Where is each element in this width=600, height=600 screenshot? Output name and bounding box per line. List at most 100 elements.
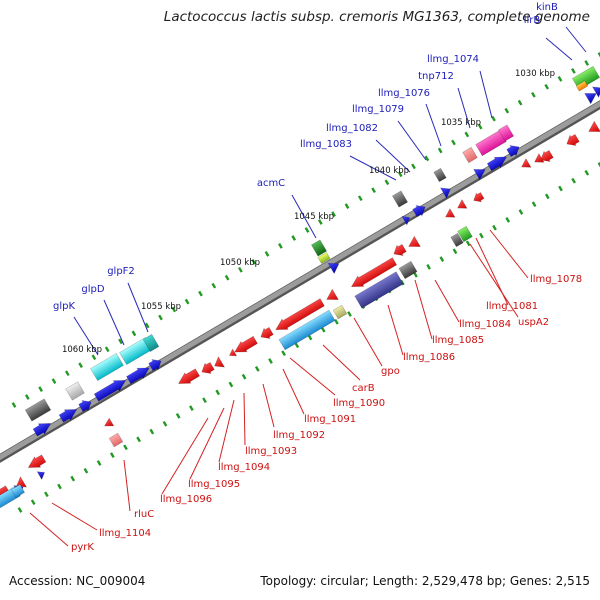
reverse-cds-arrow[interactable] <box>273 297 326 335</box>
forward-cds-box[interactable] <box>575 80 589 92</box>
reverse-gene-label[interactable]: carB <box>352 383 375 394</box>
reverse-cds-arrow[interactable] <box>324 288 339 304</box>
tick-mark <box>531 201 537 208</box>
reverse-gene-label[interactable]: uspA2 <box>518 317 549 328</box>
reverse-gene-label[interactable]: llmg_1090 <box>333 398 385 409</box>
forward-cds-arrow[interactable] <box>148 356 164 372</box>
forward-cds-box[interactable] <box>310 239 328 257</box>
reverse-gene-label[interactable]: llmg_1084 <box>459 319 511 330</box>
tick-mark <box>91 354 97 361</box>
reverse-gene-label[interactable]: llmg_1092 <box>273 430 325 441</box>
tick-mark <box>17 507 23 513</box>
forward-cds-arrow[interactable] <box>486 152 509 172</box>
forward-cds-box[interactable] <box>462 146 478 164</box>
forward-cds-box[interactable] <box>65 381 85 401</box>
reverse-cds-arrow[interactable] <box>175 367 201 389</box>
tick-mark <box>64 370 70 377</box>
forward-cds-box[interactable] <box>142 334 160 352</box>
forward-gene-label[interactable]: llmg_1076 <box>378 88 430 99</box>
label-leader-line <box>289 357 336 396</box>
tick-mark <box>424 155 430 162</box>
tick-mark <box>452 248 458 255</box>
reverse-gene-label[interactable]: llmg_1081 <box>486 301 538 312</box>
forward-cds-arrow[interactable] <box>126 363 153 386</box>
reverse-cds-box[interactable] <box>398 260 418 280</box>
forward-cds-arrow[interactable] <box>32 418 54 437</box>
tick-mark <box>78 362 83 369</box>
reverse-cds-box[interactable] <box>278 309 336 351</box>
tick-mark <box>202 397 207 404</box>
reverse-cds-box[interactable] <box>108 432 124 448</box>
reverse-gene-label[interactable]: pyrK <box>71 542 94 553</box>
reverse-cds-arrow[interactable] <box>519 158 532 172</box>
forward-gene-label[interactable]: glpK <box>53 301 75 312</box>
forward-cds-arrow[interactable] <box>93 375 128 403</box>
reverse-gene-label[interactable]: llmg_1096 <box>160 494 212 505</box>
forward-gene-label[interactable]: llrB <box>524 15 541 26</box>
forward-cds-arrow[interactable] <box>584 88 600 105</box>
forward-cds-box[interactable] <box>317 252 331 264</box>
forward-cds-box[interactable] <box>90 352 124 382</box>
forward-cds-box[interactable] <box>497 124 515 142</box>
reverse-cds-arrow[interactable] <box>564 133 580 149</box>
reverse-gene-label[interactable]: gpo <box>381 366 400 377</box>
forward-cds-arrow[interactable] <box>36 469 47 481</box>
forward-cds-arrow[interactable] <box>78 397 94 413</box>
reverse-cds-arrow[interactable] <box>406 235 421 251</box>
reverse-cds-arrow[interactable] <box>586 120 600 136</box>
reverse-cds-arrow[interactable] <box>348 256 398 292</box>
reverse-cds-arrow[interactable] <box>532 153 545 167</box>
forward-gene-label[interactable]: llmg_1079 <box>352 104 404 115</box>
reverse-gene-label[interactable]: llmg_1104 <box>99 528 151 539</box>
forward-gene-label[interactable]: llmg_1083 <box>300 139 352 150</box>
forward-cds-box[interactable] <box>24 398 52 422</box>
reverse-cds-arrow[interactable] <box>14 476 28 491</box>
reverse-cds-arrow[interactable] <box>443 208 456 222</box>
reverse-gene-label[interactable]: llmg_1094 <box>218 462 270 473</box>
reverse-cds-arrow[interactable] <box>538 149 554 165</box>
forward-gene-label[interactable]: kinB <box>536 2 558 13</box>
reverse-cds-arrow[interactable] <box>258 326 274 342</box>
reverse-cds-arrow[interactable] <box>455 199 468 213</box>
forward-cds-box[interactable] <box>391 190 409 208</box>
reverse-cds-box[interactable] <box>10 484 26 498</box>
reverse-gene-label[interactable]: llmg_1091 <box>304 414 356 425</box>
forward-cds-box[interactable] <box>571 65 600 91</box>
forward-cds-arrow[interactable] <box>473 164 489 181</box>
forward-gene-label[interactable]: acmC <box>257 178 285 189</box>
forward-gene-label[interactable]: glpF2 <box>107 266 135 277</box>
reverse-gene-label[interactable]: llmg_1086 <box>403 352 455 363</box>
forward-cds-arrow[interactable] <box>401 213 412 226</box>
reverse-cds-arrow[interactable] <box>102 417 115 430</box>
reverse-cds-arrow[interactable] <box>471 191 485 205</box>
forward-cds-box[interactable] <box>433 167 447 183</box>
reverse-gene-label[interactable]: llmg_1078 <box>530 274 582 285</box>
tick-mark <box>571 68 576 74</box>
reverse-gene-label[interactable]: llmg_1085 <box>432 335 484 346</box>
forward-cds-arrow[interactable] <box>327 259 342 275</box>
reverse-gene-label[interactable]: rluC <box>134 509 154 520</box>
reverse-cds-box[interactable] <box>457 225 473 243</box>
reverse-cds-arrow[interactable] <box>25 453 47 472</box>
forward-gene-label[interactable]: llmg_1082 <box>326 123 378 134</box>
reverse-cds-arrow[interactable] <box>212 356 226 371</box>
reverse-cds-box[interactable] <box>332 304 348 320</box>
forward-cds-arrow[interactable] <box>506 142 522 158</box>
reverse-cds-arrow[interactable] <box>227 348 238 359</box>
forward-gene-label[interactable]: glpD <box>81 284 104 295</box>
label-leader-line <box>291 194 317 239</box>
forward-cds-arrow[interactable] <box>439 184 454 199</box>
reverse-cds-box[interactable] <box>450 232 464 248</box>
reverse-cds-arrow[interactable] <box>391 243 407 259</box>
reverse-gene-label[interactable]: llmg_1093 <box>245 446 297 457</box>
forward-cds-arrow[interactable] <box>412 202 428 218</box>
reverse-cds-arrow[interactable] <box>199 361 215 377</box>
reverse-cds-arrow[interactable] <box>232 335 259 358</box>
forward-gene-label[interactable]: llmg_1074 <box>427 54 479 65</box>
forward-cds-arrow[interactable] <box>58 404 80 423</box>
label-leader-line <box>322 344 361 381</box>
reverse-cds-box[interactable] <box>354 271 404 309</box>
reverse-gene-label[interactable]: llmg_1095 <box>188 479 240 490</box>
forward-gene-label[interactable]: tnp712 <box>418 71 454 82</box>
tick-mark <box>317 219 323 225</box>
